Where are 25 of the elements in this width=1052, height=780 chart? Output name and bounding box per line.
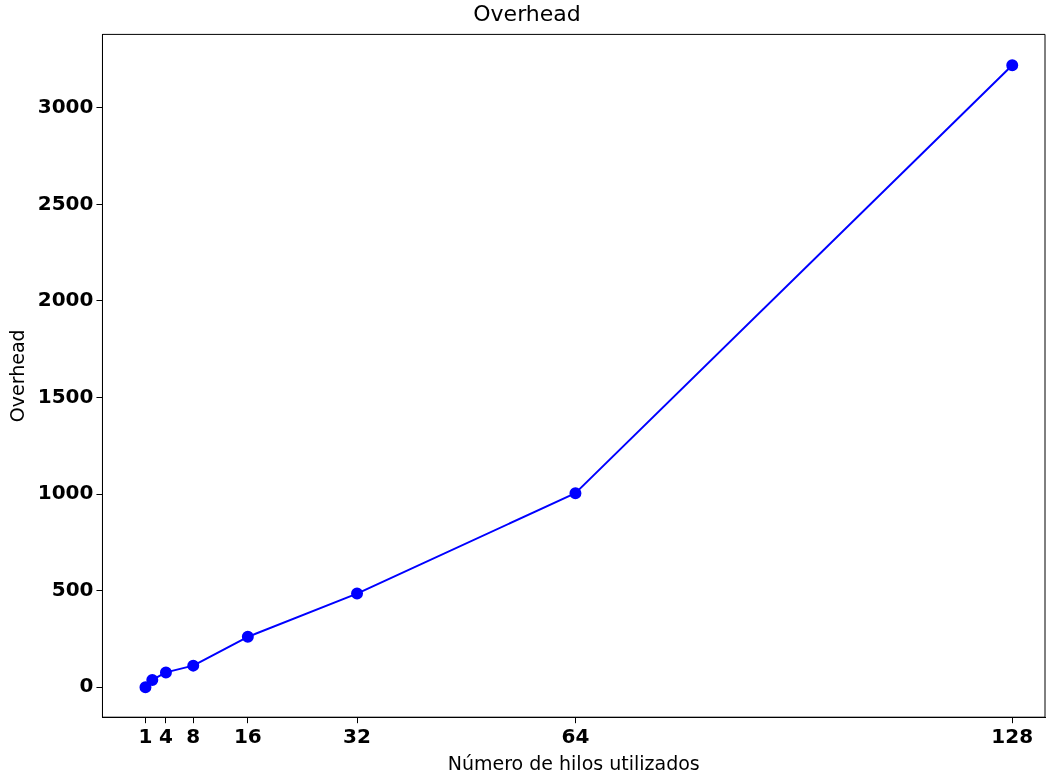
y-tick-label: 1000 (37, 480, 94, 505)
x-axis-title: Número de hilos utilizados (447, 751, 700, 774)
y-tick-label: 500 (51, 576, 94, 601)
y-tick-label: 3000 (37, 94, 94, 118)
point (159, 666, 172, 679)
y-tick-label: 2000 (37, 287, 94, 312)
y-tick-label: 2500 (37, 190, 94, 215)
x-tick-label: 4 (158, 724, 173, 749)
chart-title: Overhead (473, 0, 581, 26)
point (139, 681, 152, 694)
y-tick-label: 1500 (37, 383, 94, 408)
x-tick-label: 64 (561, 724, 590, 749)
x-tick-label: 32 (343, 724, 371, 749)
point (1006, 59, 1019, 72)
x-tick-label: 8 (186, 724, 201, 749)
x-tick-label: 1 (138, 724, 153, 749)
point (351, 587, 364, 600)
point (187, 659, 200, 672)
y-axis-title: Overhead (6, 329, 29, 423)
point (146, 673, 159, 686)
point (569, 487, 582, 500)
x-tick-label: 128 (991, 724, 1034, 749)
y-tick-label: 0 (79, 673, 94, 698)
x-tick-label: 16 (233, 724, 262, 749)
point (241, 630, 254, 643)
